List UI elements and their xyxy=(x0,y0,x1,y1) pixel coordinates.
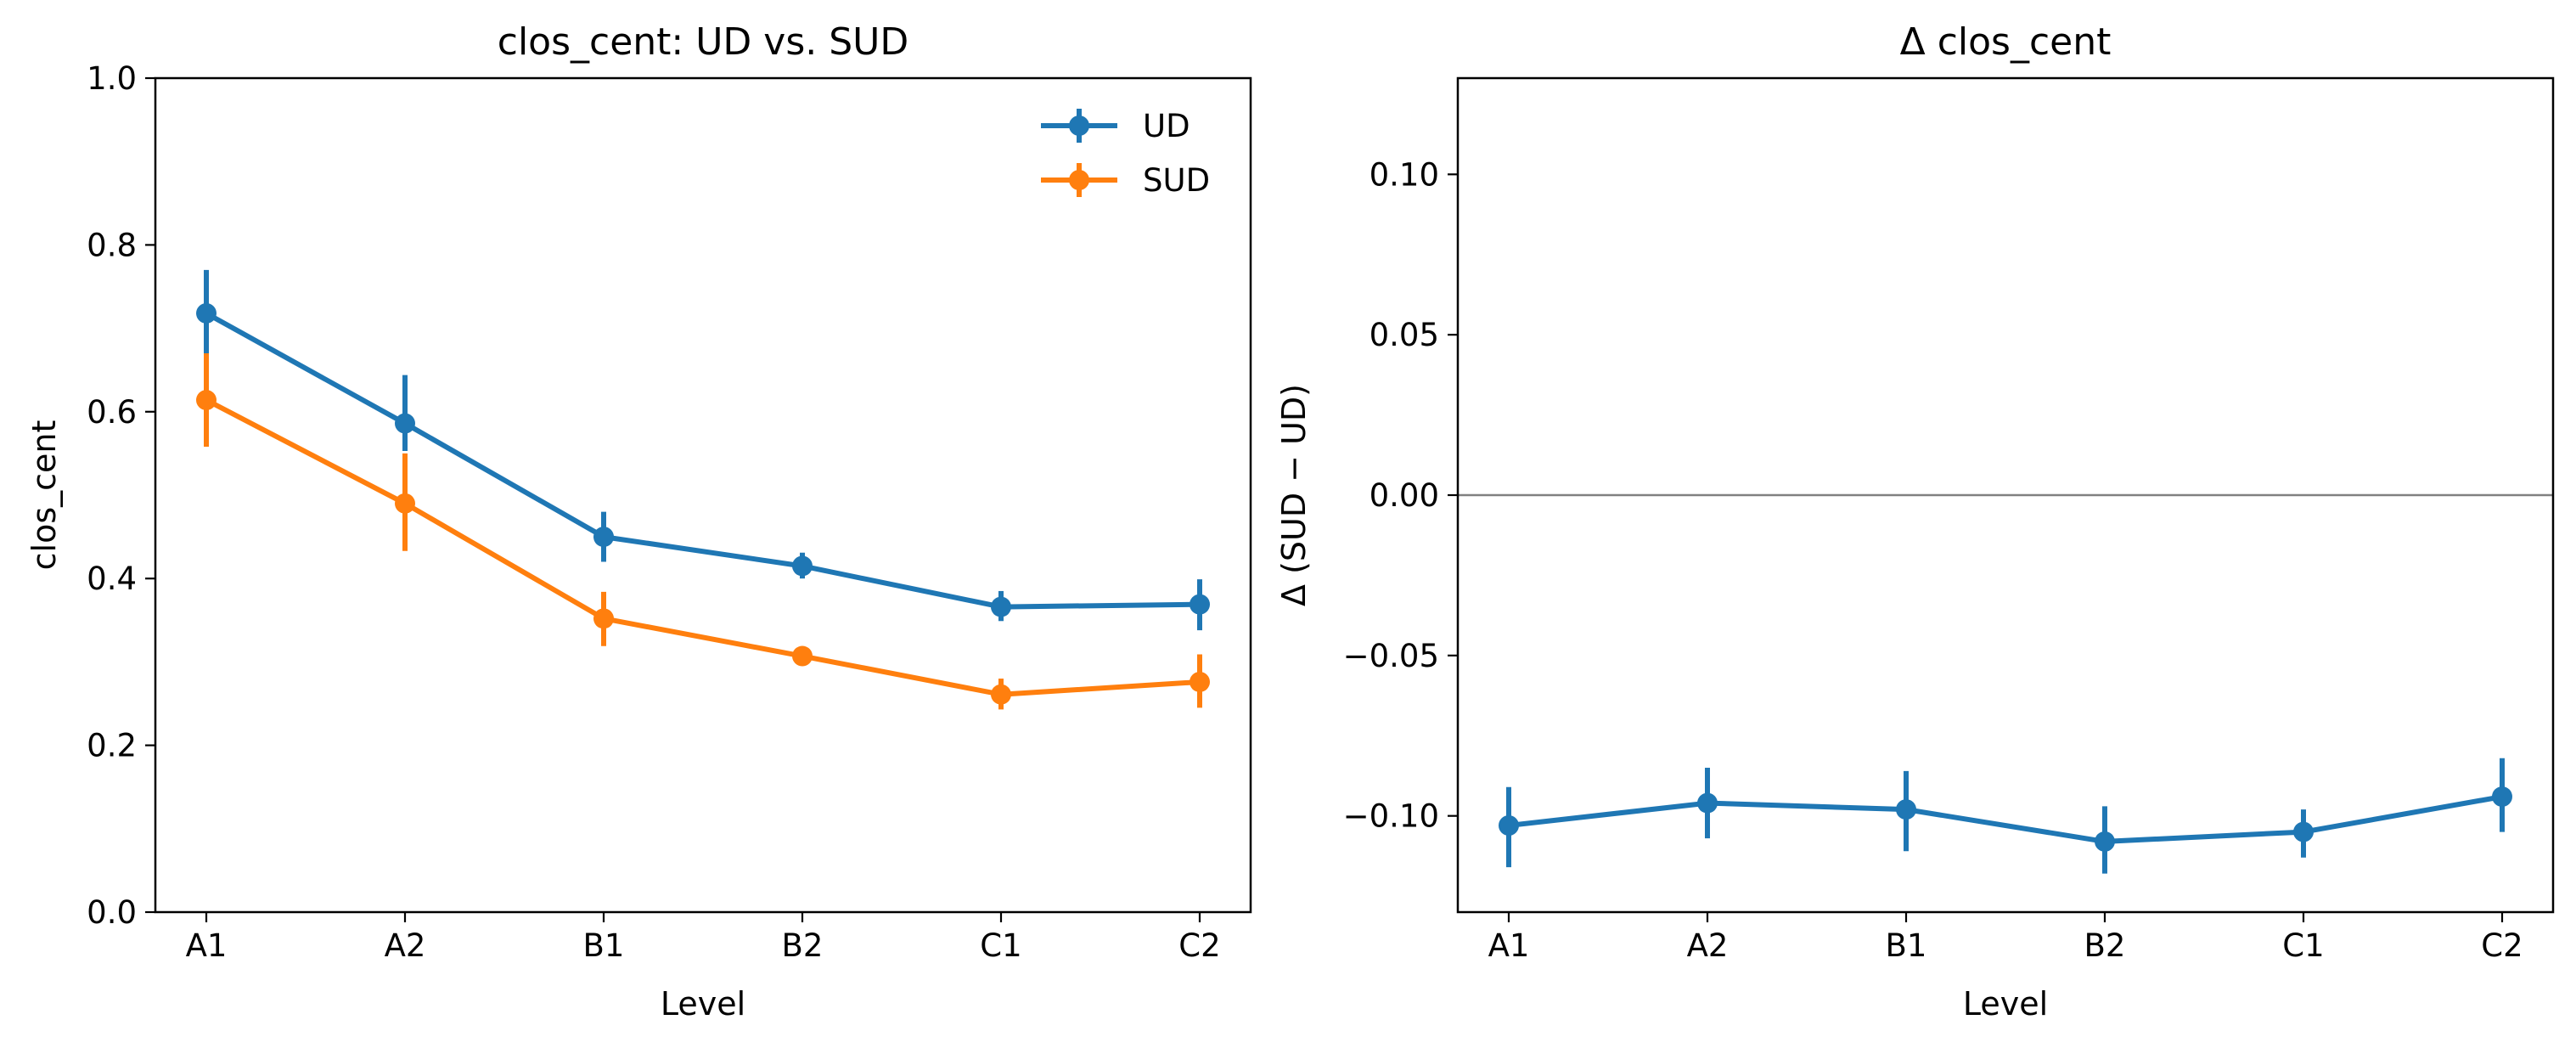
series-line-delta xyxy=(1508,794,2503,844)
data-point-ud-b1 xyxy=(593,527,614,548)
legend-marker-ud xyxy=(1069,116,1089,136)
left-panel: A1 A2 B1 B2 C1 C2 0.0 0.2 0.4 0.6 0.8 1.0 clos_cent:… xyxy=(25,20,1252,1023)
data-point-ud-a2 xyxy=(395,413,415,434)
chart-title: Δ clos_cent xyxy=(1900,20,2112,64)
y-tick-label: 0.0 xyxy=(87,894,137,931)
data-point-sud-a2 xyxy=(395,493,415,514)
data-point-delta-a2 xyxy=(1697,792,1718,814)
x-tick-label: C1 xyxy=(2282,927,2324,964)
data-point-sud-a1 xyxy=(196,390,217,411)
data-point-ud-b2 xyxy=(792,555,813,577)
y-axis-label: clos_cent xyxy=(25,420,63,571)
data-point-ud-c1 xyxy=(991,596,1011,617)
data-point-delta-b2 xyxy=(2095,831,2115,852)
x-tick-label: C2 xyxy=(1178,927,1220,964)
x-tick-label: B1 xyxy=(1886,927,1927,964)
data-point-ud-c2 xyxy=(1190,594,1210,615)
x-tick-label: A2 xyxy=(385,927,426,964)
data-point-delta-c1 xyxy=(2293,821,2314,842)
x-tick-label: A1 xyxy=(1488,927,1530,964)
y-tick-label: −0.05 xyxy=(1343,638,1439,674)
y-tick-label: 0.6 xyxy=(87,394,137,431)
y-tick-label: 0.8 xyxy=(87,227,137,263)
y-tick-label: 0.4 xyxy=(87,561,137,597)
plot-frame xyxy=(154,76,1252,914)
data-point-sud-b2 xyxy=(792,645,813,667)
right-panel: A1 A2 B1 B2 C1 C2 −0.10 −0.05 0.00 0.05 0.10 Δ clos… xyxy=(1275,20,2555,1023)
data-point-sud-b1 xyxy=(593,608,614,629)
y-tick-label: 1.0 xyxy=(87,60,137,97)
data-point-sud-c2 xyxy=(1190,671,1210,692)
x-tick-label: A1 xyxy=(186,927,228,964)
legend-marker-sud xyxy=(1069,170,1089,190)
x-tick-label: B1 xyxy=(583,927,625,964)
x-axis-label: Level xyxy=(1963,985,2048,1023)
data-point-ud-a1 xyxy=(196,302,217,324)
series-line-sud xyxy=(205,397,1201,697)
legend-label-ud: UD xyxy=(1143,108,1190,144)
legend-label-sud: SUD xyxy=(1143,162,1210,199)
x-tick-label: A2 xyxy=(1687,927,1729,964)
y-tick-label: −0.10 xyxy=(1343,798,1439,835)
y-axis-label: Δ (SUD − UD) xyxy=(1275,384,1313,606)
data-point-sud-c1 xyxy=(991,684,1011,705)
data-point-delta-b1 xyxy=(1896,799,1916,820)
legend: UD SUD xyxy=(1041,108,1210,199)
y-tick-label: 0.2 xyxy=(87,728,137,764)
x-tick-label: C1 xyxy=(980,927,1021,964)
data-point-delta-a1 xyxy=(1499,815,1519,837)
x-tick-label: C2 xyxy=(2481,927,2523,964)
x-tick-label: B2 xyxy=(2084,927,2126,964)
series-line-ud xyxy=(205,311,1201,610)
y-tick-label: 0.00 xyxy=(1370,477,1439,514)
data-point-delta-c2 xyxy=(2492,786,2512,808)
y-tick-label: 0.10 xyxy=(1370,156,1439,193)
x-axis-label: Level xyxy=(661,985,745,1023)
chart-title: clos_cent: UD vs. SUD xyxy=(498,20,909,64)
y-tick-label: 0.05 xyxy=(1370,317,1439,353)
x-tick-label: B2 xyxy=(782,927,824,964)
